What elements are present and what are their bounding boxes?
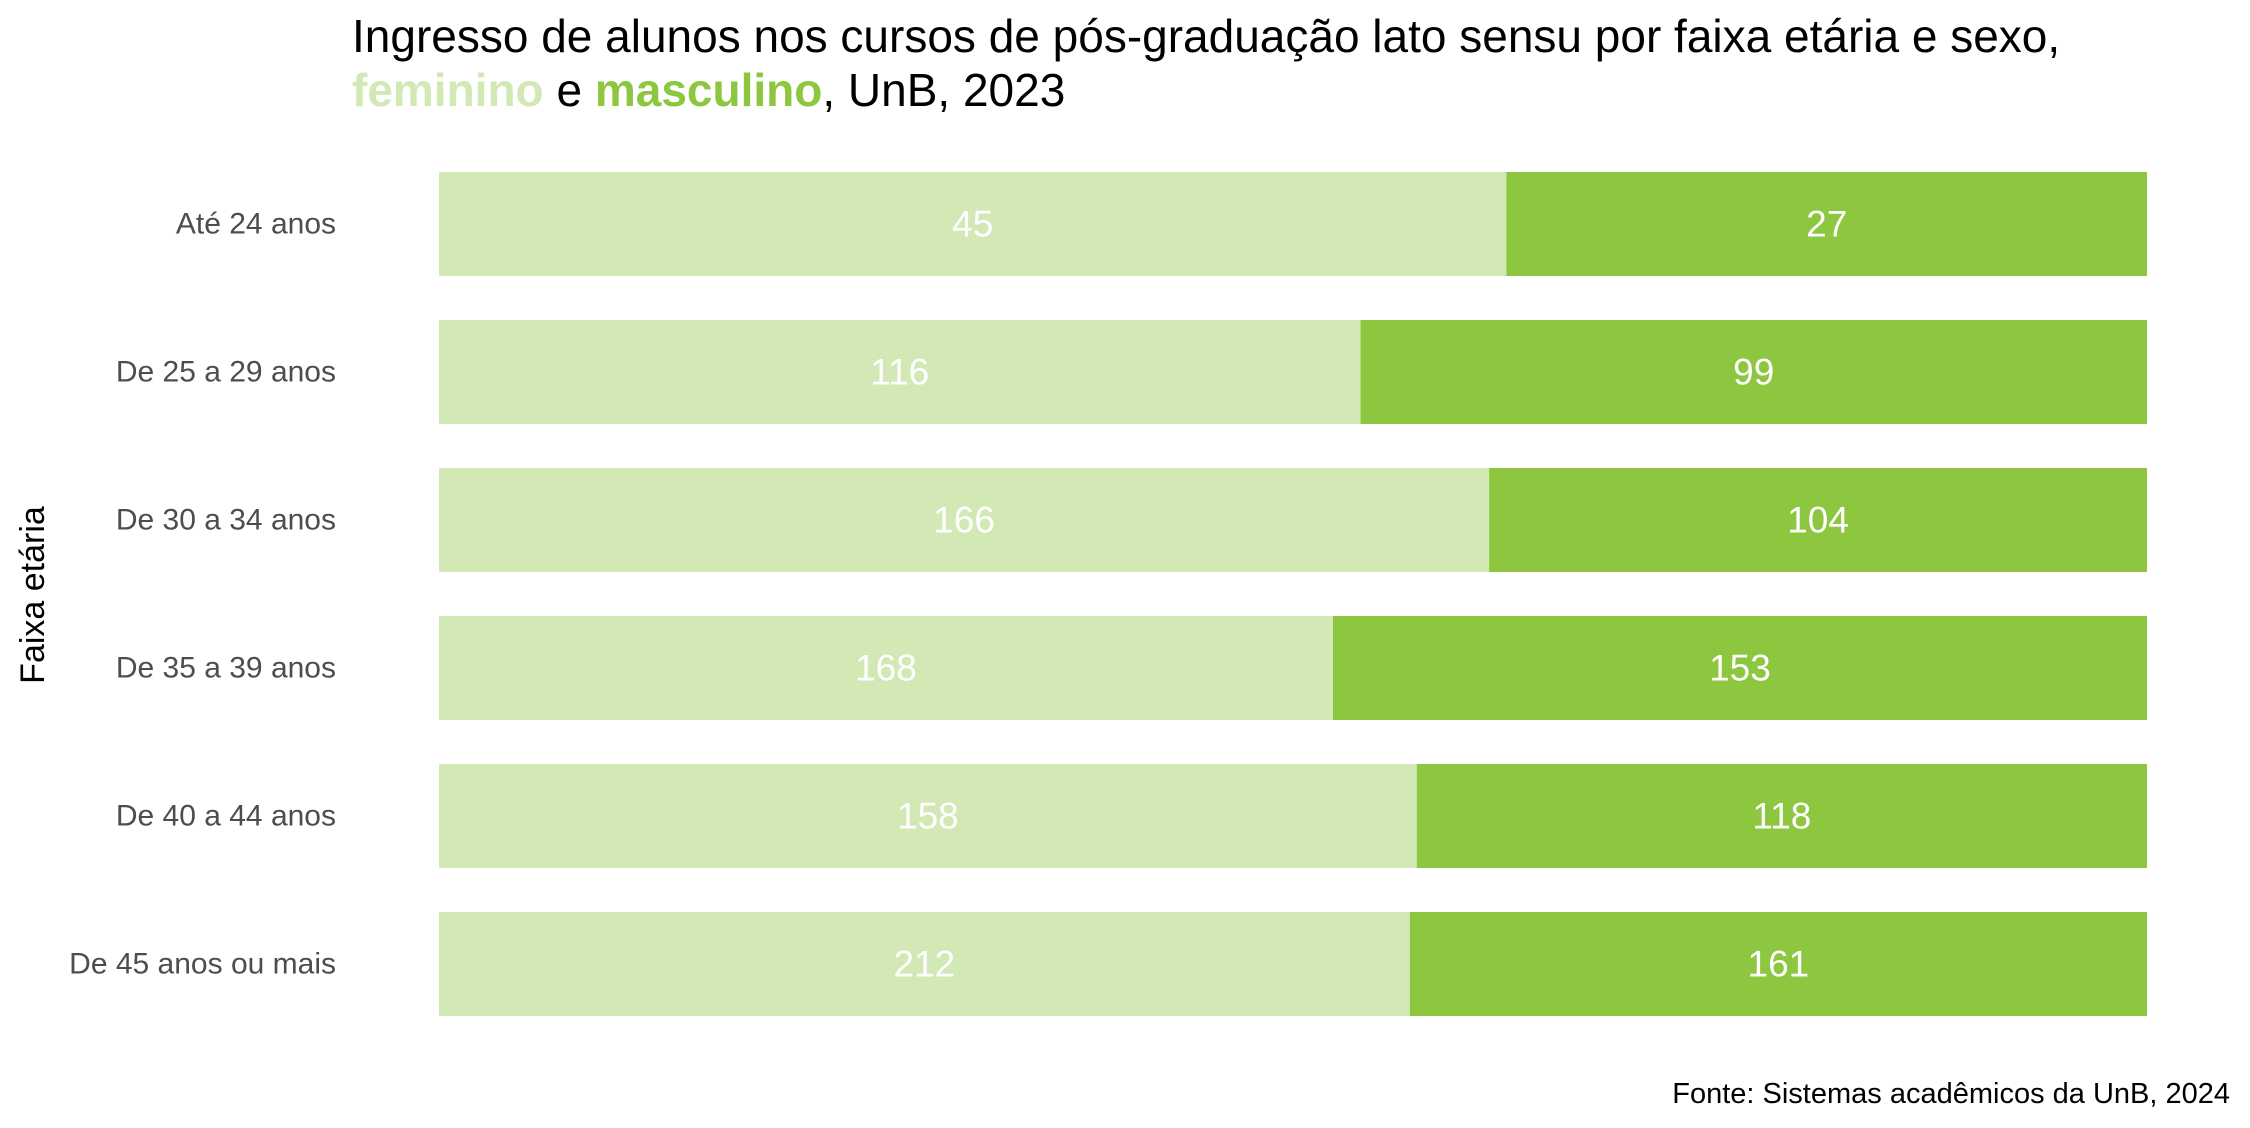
title-suffix: , UnB, 2023 — [822, 64, 1065, 116]
bar-feminino-de-35-a-39-anos — [439, 616, 1333, 720]
y-axis-title: Faixa etária — [14, 506, 52, 684]
value-label-masculino-de-30-a-34-anos: 104 — [1787, 500, 1849, 541]
value-label-masculino-de-35-a-39-anos: 153 — [1709, 648, 1771, 689]
category-label-de-35-a-39-anos: De 35 a 39 anos — [116, 652, 336, 685]
bar-masculino-de-25-a-29-anos — [1360, 320, 2147, 424]
title-connector: e — [544, 64, 595, 116]
bar-masculino-de-35-a-39-anos — [1332, 616, 2147, 720]
value-label-feminino-de-45-anos-ou-mais: 212 — [894, 944, 956, 985]
value-label-feminino-ate-24-anos: 45 — [952, 204, 993, 245]
chart-title-line-2: feminino e masculino, UnB, 2023 — [352, 64, 1065, 116]
bar-masculino-de-40-a-44-anos — [1416, 764, 2147, 868]
bar-masculino-de-45-anos-ou-mais — [1409, 912, 2147, 1016]
value-label-feminino-de-35-a-39-anos: 168 — [855, 648, 917, 689]
bar-feminino-de-40-a-44-anos — [439, 764, 1417, 868]
value-label-masculino-de-45-anos-ou-mais: 161 — [1748, 944, 1810, 985]
chart-title-line-1: Ingresso de alunos nos cursos de pós-gra… — [352, 10, 2060, 62]
bar-masculino-de-30-a-34-anos — [1489, 468, 2147, 572]
category-label-ate-24-anos: Até 24 anos — [176, 208, 336, 241]
value-label-feminino-de-25-a-29-anos: 116 — [870, 352, 929, 393]
value-label-masculino-ate-24-anos: 27 — [1806, 204, 1847, 245]
value-label-feminino-de-40-a-44-anos: 158 — [897, 796, 959, 837]
category-label-de-45-anos-ou-mais: De 45 anos ou mais — [69, 948, 336, 981]
title-highlight-feminino: feminino — [352, 64, 544, 116]
title-highlight-masculino: masculino — [595, 64, 823, 116]
category-label-de-25-a-29-anos: De 25 a 29 anos — [116, 356, 336, 389]
bar-feminino-ate-24-anos — [439, 172, 1507, 276]
category-label-de-30-a-34-anos: De 30 a 34 anos — [116, 504, 336, 537]
value-label-masculino-de-25-a-29-anos: 99 — [1733, 352, 1774, 393]
plot-area: Até 24 anos 45 27 De 25 a 29 anos 116 99 De 30… — [69, 172, 2147, 1016]
value-label-masculino-de-40-a-44-anos: 118 — [1752, 796, 1811, 837]
category-label-de-40-a-44-anos: De 40 a 44 anos — [116, 800, 336, 833]
bar-feminino-de-25-a-29-anos — [439, 320, 1361, 424]
bar-feminino-de-30-a-34-anos — [439, 468, 1490, 572]
bar-feminino-de-45-anos-ou-mais — [439, 912, 1410, 1016]
source-caption: Fonte: Sistemas acadêmicos da UnB, 2024 — [1672, 1078, 2230, 1110]
value-label-feminino-de-30-a-34-anos: 166 — [933, 500, 995, 541]
bar-masculino-ate-24-anos — [1506, 172, 2147, 276]
